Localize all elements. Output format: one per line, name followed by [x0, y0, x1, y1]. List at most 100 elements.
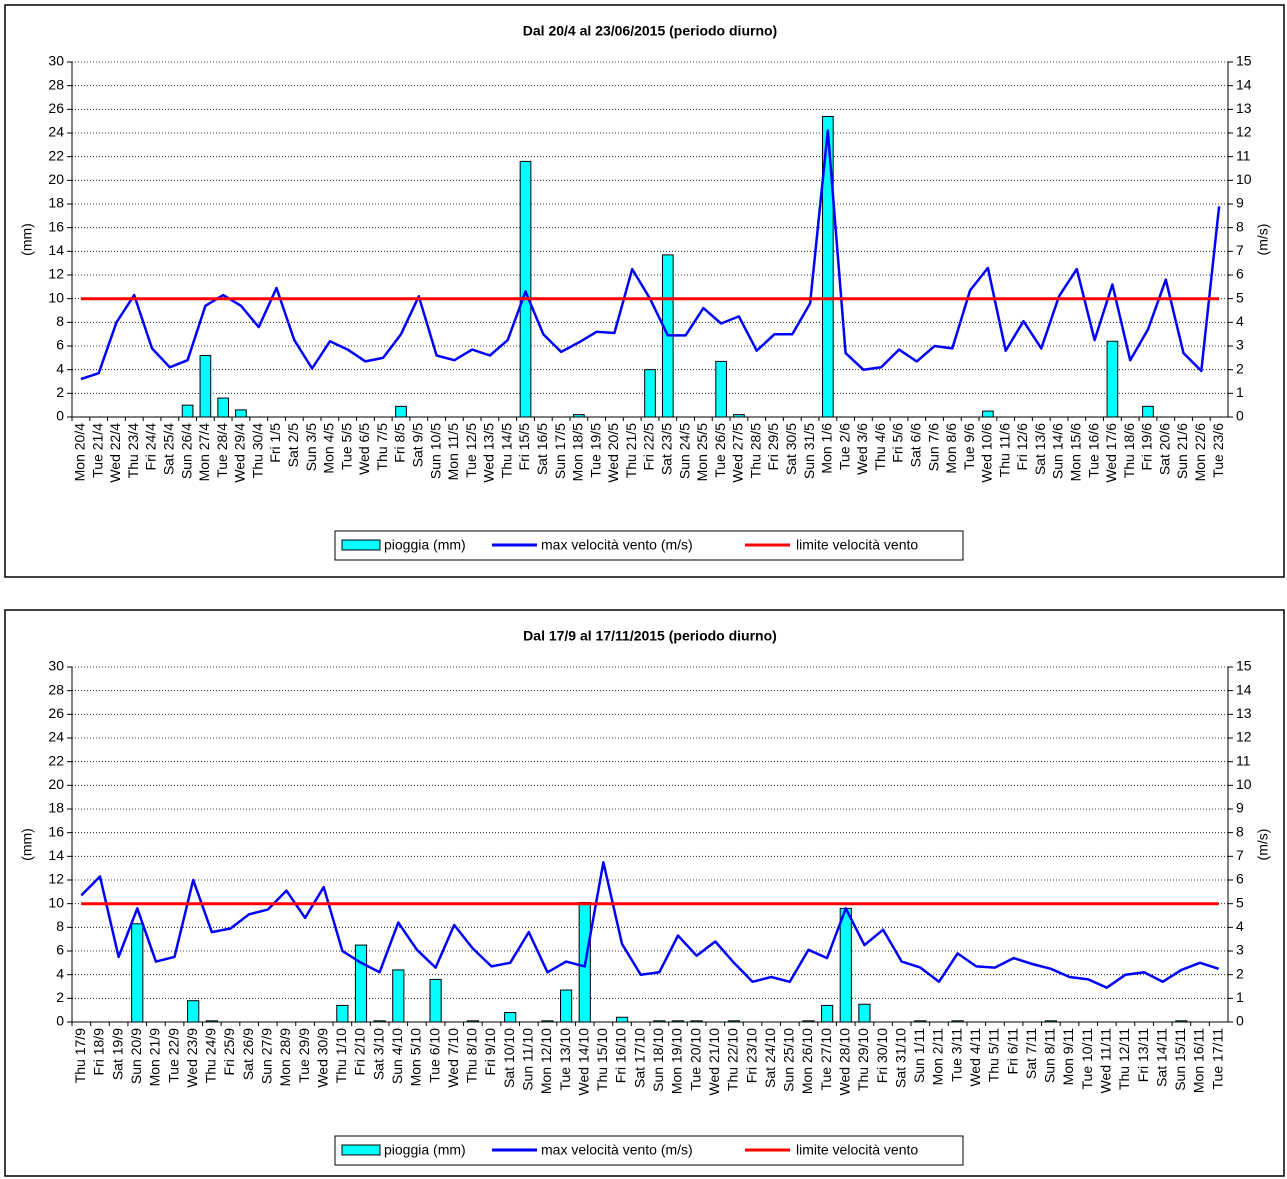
x-tick-label: Thu 21/5 [623, 423, 639, 478]
x-tick-label: Sun 26/4 [178, 423, 194, 479]
y2-tick-label: 5 [1236, 289, 1244, 305]
x-tick-label: Mon 12/10 [538, 1028, 554, 1094]
bar [1106, 340, 1119, 418]
x-tick-label: Tue 5/5 [338, 423, 354, 470]
y-tick-label: 30 [48, 658, 64, 674]
bar [336, 1004, 349, 1023]
x-tick-label: Mon 11/5 [445, 423, 461, 481]
y2-tick-label: 13 [1236, 705, 1252, 721]
x-tick-label: Wed 7/10 [445, 1028, 461, 1088]
y2-tick-label: 7 [1236, 242, 1244, 258]
y-tick-label: 12 [48, 266, 64, 282]
x-tick-label: Tue 22/9 [165, 1028, 181, 1083]
y-tick-label: 10 [48, 894, 64, 910]
x-tick-label: Thu 8/10 [464, 1028, 480, 1083]
x-tick-label: Mon 20/4 [72, 423, 88, 482]
y2-tick-label: 2 [1236, 965, 1244, 981]
bar [395, 405, 407, 418]
line [80, 861, 1220, 989]
x-tick-label: Sat 6/6 [907, 423, 923, 468]
y2-tick-label: 6 [1236, 266, 1244, 282]
x-tick-label: Sat 14/11 [1153, 1028, 1169, 1087]
x-tick-label: Tue 21/4 [89, 423, 105, 478]
x-tick-label: Wed 13/5 [481, 423, 497, 483]
y2-tick-label: 6 [1236, 871, 1244, 887]
x-tick-label: Sun 15/11 [1172, 1028, 1188, 1091]
bar [1175, 1020, 1188, 1023]
x-tick-label: Thu 14/5 [498, 423, 514, 478]
x-tick-label: Tue 10/11 [1079, 1028, 1095, 1090]
legend-box [334, 1135, 964, 1166]
x-tick-label: Wed 3/6 [854, 423, 870, 475]
x-tick-label: Sun 3/5 [303, 423, 319, 471]
x-tick-label: Sun 27/9 [258, 1028, 274, 1084]
x-tick-label: Wed 14/10 [575, 1028, 591, 1096]
y2-tick-label: 1 [1236, 384, 1244, 400]
x-tick-label: Tue 13/10 [557, 1028, 573, 1091]
x-tick-label: Thu 28/5 [747, 423, 763, 478]
y2-tick-label: 3 [1236, 337, 1244, 353]
x-tick-label: Sat 9/5 [410, 423, 426, 468]
chart-title: Dal 20/4 al 23/06/2015 (periodo diurno) [523, 23, 777, 39]
x-tick-label: Fri 16/10 [613, 1028, 629, 1083]
x-tick-label: Sat 26/9 [240, 1028, 256, 1080]
chart-title: Dal 17/9 al 17/11/2015 (periodo diurno) [523, 628, 777, 644]
y-tick-label: 2 [56, 989, 64, 1005]
bar [821, 1004, 834, 1023]
x-tick-label: Fri 15/5 [516, 423, 532, 471]
x-tick-label: Fri 8/5 [392, 423, 408, 463]
x-tick-label: Sat 2/5 [285, 423, 301, 468]
x-tick-label: Mon 26/10 [799, 1028, 815, 1094]
legend-label: max velocità vento (m/s) [541, 537, 693, 553]
x-tick-label: Mon 21/9 [147, 1028, 163, 1087]
bar [858, 1003, 871, 1023]
bar [982, 410, 994, 418]
x-tick-label: Tue 26/5 [712, 423, 728, 478]
x-tick-label: Sat 23/5 [658, 423, 674, 475]
y2-tick-label: 9 [1236, 800, 1244, 816]
x-tick-label: Mon 8/6 [943, 423, 959, 474]
x-tick-label: Tue 9/6 [961, 423, 977, 470]
y2-tick-label: 14 [1236, 681, 1252, 697]
y-tick-label: 24 [48, 729, 64, 745]
y2-tick-label: 7 [1236, 847, 1244, 863]
legend-label: limite velocità vento [796, 537, 918, 553]
y2-tick-label: 12 [1236, 729, 1252, 745]
legend-label: limite velocità vento [796, 1142, 918, 1158]
x-tick-label: Tue 2/6 [836, 423, 852, 470]
bar [802, 1020, 815, 1023]
bar [131, 923, 144, 1023]
x-tick-label: Fri 24/4 [143, 423, 159, 471]
bar [839, 907, 852, 1023]
bar [822, 115, 834, 418]
x-tick-label: Tue 12/5 [463, 423, 479, 478]
x-tick-label: Sat 19/9 [109, 1028, 125, 1080]
x-tick-label: Mon 27/4 [196, 423, 212, 482]
y-tick-label: 28 [48, 76, 64, 92]
y2-tick-label: 1 [1236, 989, 1244, 1005]
legend-label: pioggia (mm) [384, 537, 466, 553]
bar [653, 1020, 666, 1023]
bar [733, 414, 745, 418]
x-tick-label: Sat 17/10 [631, 1028, 647, 1088]
x-tick-label: Tue 16/6 [1085, 423, 1101, 478]
x-tick-label: Mon 4/5 [321, 423, 337, 474]
bar [644, 369, 656, 418]
x-tick-label: Thu 4/6 [872, 423, 888, 471]
y-tick-label: 26 [48, 100, 64, 116]
x-tick-label: Thu 29/10 [855, 1028, 871, 1091]
y2-tick-label: 2 [1236, 360, 1244, 376]
x-tick-label: Wed 11/11 [1098, 1028, 1114, 1094]
y2-tick-label: 4 [1236, 918, 1244, 934]
y2-tick-label: 3 [1236, 942, 1244, 958]
bar [504, 1012, 517, 1023]
x-tick-label: Sun 8/11 [1042, 1028, 1058, 1083]
x-tick-label: Tue 28/4 [214, 423, 230, 478]
y2-tick-label: 11 [1236, 147, 1251, 163]
y-tick-label: 4 [56, 360, 64, 376]
x-tick-label: Thu 15/10 [594, 1028, 610, 1091]
x-tick-label: Fri 5/6 [890, 423, 906, 463]
y-tick-label: 6 [56, 942, 64, 958]
bar [217, 397, 230, 418]
bar [671, 1020, 685, 1023]
